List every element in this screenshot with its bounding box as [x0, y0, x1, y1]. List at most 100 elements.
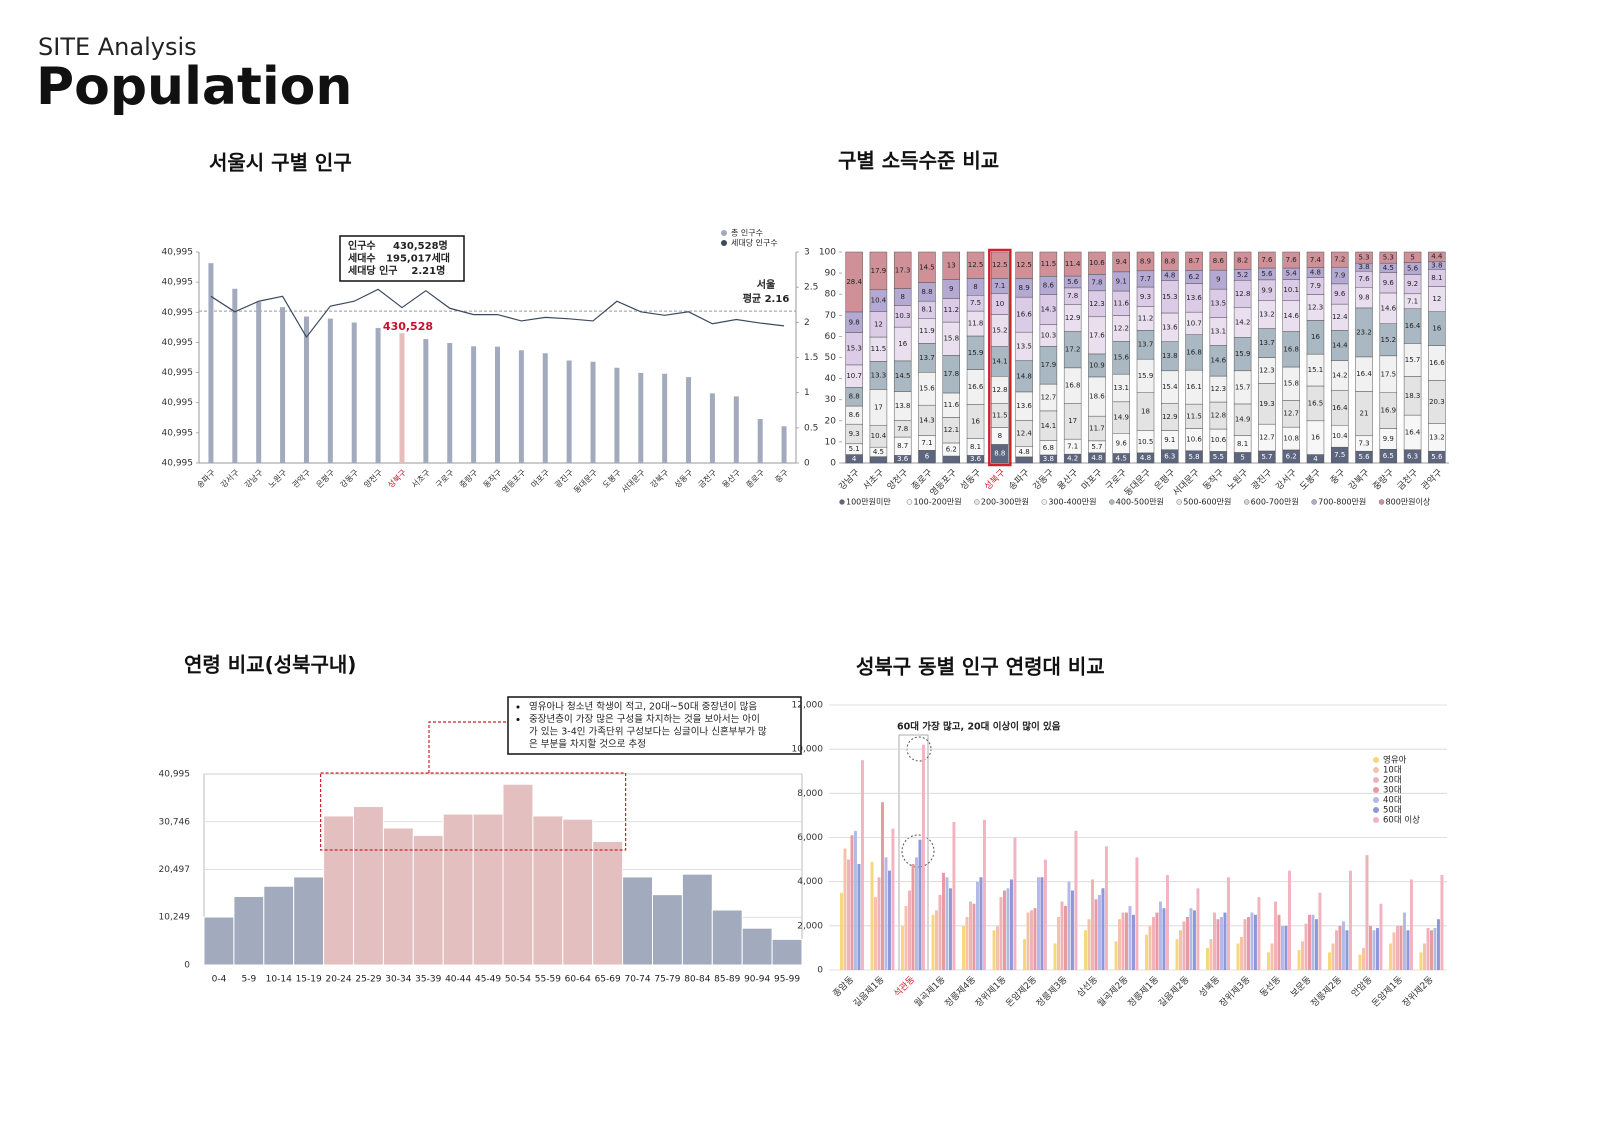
legend-marker — [1373, 787, 1379, 793]
x-tick-label: 중구 — [1328, 467, 1347, 486]
bar — [1331, 943, 1335, 970]
value-label: 14.1 — [992, 357, 1008, 365]
x-tick-label: 55-59 — [535, 975, 561, 985]
x-tick-label: 강남구 — [837, 467, 862, 492]
value-label: 5.6 — [1407, 264, 1419, 272]
bar — [1280, 925, 1284, 970]
bar — [1358, 954, 1362, 970]
value-label: 12.5 — [1016, 261, 1032, 269]
value-label: 11.9 — [919, 327, 935, 335]
x-tick-label: 0-4 — [212, 975, 227, 985]
bar-segment — [1112, 251, 1130, 273]
x-tick-label: 서대문구 — [1171, 467, 1202, 498]
value-label: 13.1 — [1113, 384, 1129, 392]
bar — [1118, 919, 1121, 970]
legend-marker — [1373, 757, 1379, 763]
x-tick-label: 85-89 — [714, 975, 740, 985]
bar — [1287, 870, 1291, 970]
y-tick-label: 60 — [825, 332, 837, 342]
bar — [733, 396, 739, 463]
bar — [965, 917, 969, 970]
value-label: 16 — [898, 340, 907, 348]
value-label: 13.7 — [919, 354, 935, 362]
bar — [891, 828, 895, 970]
bar — [1053, 943, 1057, 970]
y-tick-label: 2.5 — [804, 283, 818, 293]
value-label: 14.9 — [1235, 416, 1251, 424]
value-label: 15.2 — [1381, 336, 1397, 344]
value-label: 7.8 — [1091, 279, 1102, 287]
bar — [686, 377, 692, 463]
bar — [857, 864, 861, 970]
y-tick-label: 40,995 — [162, 368, 194, 378]
y-tick-label: 20,497 — [159, 865, 191, 875]
value-label: 5.6 — [1431, 453, 1443, 461]
bar — [399, 333, 405, 463]
x-tick-label: 80-84 — [684, 975, 710, 985]
y-tick-label: 40,995 — [162, 459, 194, 469]
bar — [592, 841, 624, 966]
bar — [884, 857, 888, 970]
bullet — [516, 705, 520, 709]
value-label: 16.6 — [1429, 359, 1445, 367]
bar — [327, 318, 333, 463]
legend-label: 50대 — [1383, 806, 1402, 816]
bar — [542, 353, 548, 463]
bar — [1114, 941, 1118, 970]
value-label: 15.4 — [1162, 383, 1178, 391]
bar — [914, 857, 918, 970]
value-label: 16.6 — [1016, 311, 1032, 319]
value-label: 10.5 — [1138, 438, 1154, 446]
x-tick-label: 동작구 — [1201, 467, 1226, 492]
value-label: 11.5 — [871, 345, 887, 353]
value-label: 11.2 — [943, 306, 959, 314]
value-label: 8.1 — [970, 443, 981, 451]
x-tick-label: 종암동 — [830, 973, 856, 999]
x-tick-label: 강북구 — [648, 467, 671, 490]
value-label: 15.3 — [846, 345, 862, 353]
value-label: 19.3 — [1259, 400, 1275, 408]
legend-marker — [1311, 499, 1317, 505]
value-label: 5.5 — [1213, 453, 1224, 461]
bar — [962, 925, 966, 970]
bullet — [516, 718, 520, 721]
value-label: 15.9 — [1235, 350, 1251, 358]
x-tick-label: 서대문구 — [620, 468, 647, 495]
value-label: 17.5 — [1381, 370, 1397, 378]
value-label: 6.8 — [1043, 444, 1054, 452]
value-label: 12.7 — [1259, 434, 1275, 442]
value-label: 17.2 — [1065, 346, 1081, 354]
bar-segment — [1306, 251, 1325, 268]
x-tick-label: 석관동 — [892, 974, 917, 999]
bar-segment — [1258, 251, 1276, 269]
value-label: 12.7 — [1041, 393, 1057, 401]
value-label: 13.5 — [1016, 342, 1032, 350]
value-label: 9.9 — [1383, 435, 1394, 443]
value-label: 6.3 — [1164, 452, 1175, 460]
value-label: 8.9 — [1140, 257, 1151, 265]
bar — [1426, 928, 1430, 970]
bar — [1094, 899, 1098, 970]
value-label: 16.4 — [1332, 404, 1348, 412]
value-label: 13 — [947, 262, 956, 270]
y-tick-label: 50 — [825, 353, 837, 363]
x-tick-label: 강남구 — [242, 467, 265, 490]
bar — [874, 897, 877, 970]
x-tick-label: 동대문구 — [1122, 467, 1153, 498]
legend-label: 400-500만원 — [1116, 498, 1164, 507]
value-label: 13.3 — [871, 371, 887, 379]
value-label: 10.7 — [1186, 319, 1202, 327]
x-tick-label: 길음제2동 — [1156, 974, 1191, 1009]
bar — [992, 930, 996, 970]
bar — [1023, 939, 1027, 970]
legend-marker — [1378, 499, 1385, 505]
bar-segment — [1015, 251, 1033, 279]
legend-marker — [1243, 499, 1250, 505]
bar — [1175, 939, 1179, 970]
value-label: 9 — [949, 285, 953, 293]
bar — [1067, 881, 1071, 970]
y-tick-label: 70 — [825, 311, 837, 321]
value-label: 8.7 — [897, 442, 908, 450]
value-label: 4.8 — [1140, 454, 1151, 462]
